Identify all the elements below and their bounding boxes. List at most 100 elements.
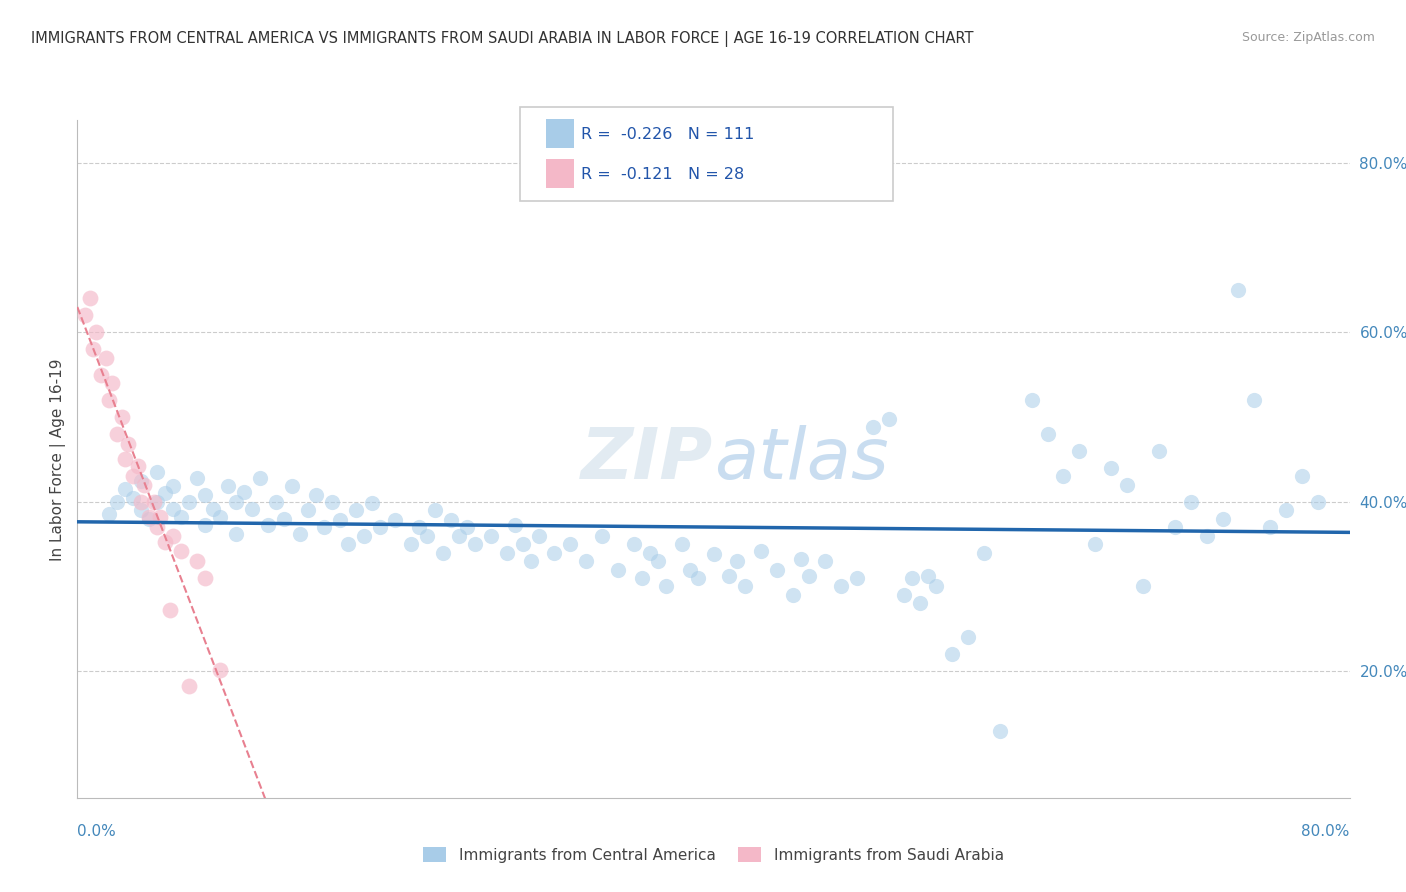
Point bbox=[925, 580, 948, 594]
Point bbox=[941, 648, 963, 662]
Point bbox=[655, 580, 678, 594]
Point bbox=[111, 410, 134, 425]
Point bbox=[679, 563, 702, 577]
Point bbox=[1147, 443, 1170, 458]
Point bbox=[638, 545, 661, 560]
Point bbox=[845, 571, 868, 585]
Point bbox=[1069, 443, 1091, 458]
Point bbox=[153, 535, 176, 549]
Point bbox=[432, 545, 454, 560]
Point bbox=[297, 503, 319, 517]
Point bbox=[910, 596, 932, 610]
Point bbox=[129, 494, 152, 508]
Point bbox=[194, 571, 217, 585]
Point bbox=[703, 547, 725, 561]
Point bbox=[495, 545, 517, 560]
Point bbox=[766, 563, 789, 577]
Point bbox=[288, 527, 311, 541]
Point bbox=[631, 571, 654, 585]
Point bbox=[159, 603, 181, 617]
Text: R =  -0.226   N = 111: R = -0.226 N = 111 bbox=[581, 127, 754, 142]
Point bbox=[560, 537, 582, 551]
Point bbox=[201, 501, 224, 516]
Point bbox=[149, 510, 172, 524]
Point bbox=[917, 569, 939, 583]
Point bbox=[153, 486, 176, 500]
Point bbox=[312, 520, 335, 534]
Point bbox=[127, 459, 149, 474]
Point bbox=[1195, 528, 1218, 542]
Text: Source: ZipAtlas.com: Source: ZipAtlas.com bbox=[1241, 31, 1375, 45]
Point bbox=[449, 528, 471, 542]
Point bbox=[82, 342, 104, 356]
Point bbox=[225, 527, 247, 541]
Point bbox=[75, 309, 97, 323]
Point bbox=[607, 563, 630, 577]
Point bbox=[233, 484, 256, 499]
Point bbox=[177, 680, 200, 694]
Point bbox=[142, 494, 165, 508]
Point bbox=[1243, 392, 1265, 407]
Point bbox=[114, 452, 136, 467]
Point bbox=[790, 552, 813, 566]
Point bbox=[1052, 469, 1074, 483]
Point bbox=[138, 511, 160, 525]
Point bbox=[240, 501, 263, 516]
Point bbox=[117, 437, 139, 451]
Text: atlas: atlas bbox=[714, 425, 889, 494]
Point bbox=[384, 513, 406, 527]
Point bbox=[830, 580, 852, 594]
Point bbox=[79, 291, 101, 305]
Point bbox=[814, 554, 837, 568]
Point bbox=[122, 491, 145, 505]
Point bbox=[122, 469, 145, 483]
Point bbox=[225, 494, 247, 508]
Point bbox=[138, 510, 160, 524]
Point bbox=[209, 663, 232, 677]
Point bbox=[686, 571, 709, 585]
Point bbox=[305, 488, 328, 502]
Point bbox=[162, 479, 184, 493]
Point bbox=[90, 368, 112, 382]
Point bbox=[353, 528, 375, 542]
Point bbox=[129, 474, 152, 488]
Point bbox=[893, 588, 915, 602]
Point bbox=[519, 554, 541, 568]
Point bbox=[456, 520, 478, 534]
Point bbox=[360, 496, 382, 510]
Point bbox=[623, 537, 645, 551]
Point bbox=[1099, 460, 1122, 475]
Point bbox=[162, 501, 184, 516]
Point bbox=[1116, 478, 1139, 492]
Point bbox=[146, 494, 169, 508]
Point bbox=[170, 544, 193, 558]
Point bbox=[86, 325, 108, 339]
Point bbox=[114, 482, 136, 496]
Legend: Immigrants from Central America, Immigrants from Saudi Arabia: Immigrants from Central America, Immigra… bbox=[418, 840, 1010, 869]
Point bbox=[1132, 580, 1154, 594]
Text: 0.0%: 0.0% bbox=[77, 824, 117, 838]
Text: IMMIGRANTS FROM CENTRAL AMERICA VS IMMIGRANTS FROM SAUDI ARABIA IN LABOR FORCE |: IMMIGRANTS FROM CENTRAL AMERICA VS IMMIG… bbox=[31, 31, 973, 47]
Point bbox=[782, 588, 804, 602]
Point bbox=[575, 554, 598, 568]
Point bbox=[749, 544, 772, 558]
Point bbox=[105, 494, 128, 508]
Point bbox=[671, 537, 693, 551]
Point bbox=[1275, 503, 1298, 517]
Point bbox=[591, 528, 613, 542]
Point bbox=[973, 545, 995, 560]
Point bbox=[209, 510, 232, 524]
Point bbox=[321, 494, 343, 508]
Point bbox=[177, 494, 200, 508]
Point bbox=[344, 503, 367, 517]
Point bbox=[129, 503, 152, 517]
Point bbox=[416, 528, 439, 542]
Point bbox=[281, 479, 304, 493]
Point bbox=[1227, 283, 1250, 297]
Text: 80.0%: 80.0% bbox=[1302, 824, 1350, 838]
Point bbox=[725, 554, 748, 568]
Point bbox=[162, 528, 184, 542]
Point bbox=[797, 569, 820, 583]
Point bbox=[718, 569, 741, 583]
Point bbox=[98, 392, 121, 407]
